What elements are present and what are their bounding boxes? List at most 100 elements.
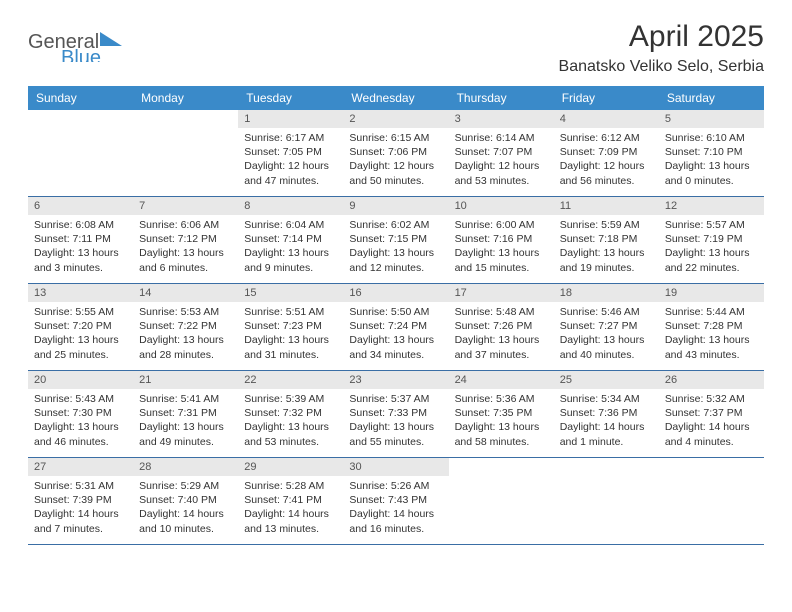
day-header-saturday: Saturday xyxy=(659,86,764,110)
sunrise-line: Sunrise: 6:12 AM xyxy=(560,131,653,145)
calendar-day-8: 8Sunrise: 6:04 AMSunset: 7:14 PMDaylight… xyxy=(238,197,343,283)
day-number: 26 xyxy=(659,371,764,389)
daylight-line: Daylight: 13 hours and 55 minutes. xyxy=(349,420,442,448)
day-number: 11 xyxy=(554,197,659,215)
calendar-day-5: 5Sunrise: 6:10 AMSunset: 7:10 PMDaylight… xyxy=(659,110,764,196)
day-info: Sunrise: 6:10 AMSunset: 7:10 PMDaylight:… xyxy=(659,128,764,194)
daylight-line: Daylight: 14 hours and 4 minutes. xyxy=(665,420,758,448)
day-info: Sunrise: 5:57 AMSunset: 7:19 PMDaylight:… xyxy=(659,215,764,281)
day-info: Sunrise: 5:41 AMSunset: 7:31 PMDaylight:… xyxy=(133,389,238,455)
daylight-line: Daylight: 13 hours and 31 minutes. xyxy=(244,333,337,361)
calendar-day-24: 24Sunrise: 5:36 AMSunset: 7:35 PMDayligh… xyxy=(449,371,554,457)
day-header-wednesday: Wednesday xyxy=(343,86,448,110)
sunset-line: Sunset: 7:18 PM xyxy=(560,232,653,246)
calendar-day-9: 9Sunrise: 6:02 AMSunset: 7:15 PMDaylight… xyxy=(343,197,448,283)
calendar-day-14: 14Sunrise: 5:53 AMSunset: 7:22 PMDayligh… xyxy=(133,284,238,370)
day-info: Sunrise: 6:02 AMSunset: 7:15 PMDaylight:… xyxy=(343,215,448,281)
daylight-line: Daylight: 13 hours and 22 minutes. xyxy=(665,246,758,274)
sunset-line: Sunset: 7:35 PM xyxy=(455,406,548,420)
sunrise-line: Sunrise: 6:10 AM xyxy=(665,131,758,145)
sunrise-line: Sunrise: 6:08 AM xyxy=(34,218,127,232)
sunrise-line: Sunrise: 5:55 AM xyxy=(34,305,127,319)
day-header-sunday: Sunday xyxy=(28,86,133,110)
daylight-line: Daylight: 14 hours and 7 minutes. xyxy=(34,507,127,535)
sunset-line: Sunset: 7:39 PM xyxy=(34,493,127,507)
daylight-line: Daylight: 14 hours and 16 minutes. xyxy=(349,507,442,535)
sunrise-line: Sunrise: 5:36 AM xyxy=(455,392,548,406)
daylight-line: Daylight: 13 hours and 25 minutes. xyxy=(34,333,127,361)
sunset-line: Sunset: 7:27 PM xyxy=(560,319,653,333)
day-number: 4 xyxy=(554,110,659,128)
day-info: Sunrise: 6:04 AMSunset: 7:14 PMDaylight:… xyxy=(238,215,343,281)
sunset-line: Sunset: 7:14 PM xyxy=(244,232,337,246)
sunrise-line: Sunrise: 6:04 AM xyxy=(244,218,337,232)
calendar-day-21: 21Sunrise: 5:41 AMSunset: 7:31 PMDayligh… xyxy=(133,371,238,457)
daylight-line: Daylight: 12 hours and 56 minutes. xyxy=(560,159,653,187)
sunset-line: Sunset: 7:19 PM xyxy=(665,232,758,246)
day-number: 7 xyxy=(133,197,238,215)
day-info: Sunrise: 5:28 AMSunset: 7:41 PMDaylight:… xyxy=(238,476,343,542)
logo-icon: General Blue xyxy=(28,26,128,62)
sunrise-line: Sunrise: 5:29 AM xyxy=(139,479,232,493)
calendar-day-10: 10Sunrise: 6:00 AMSunset: 7:16 PMDayligh… xyxy=(449,197,554,283)
calendar-week: 6Sunrise: 6:08 AMSunset: 7:11 PMDaylight… xyxy=(28,197,764,284)
calendar-day-26: 26Sunrise: 5:32 AMSunset: 7:37 PMDayligh… xyxy=(659,371,764,457)
sunset-line: Sunset: 7:15 PM xyxy=(349,232,442,246)
day-info: Sunrise: 5:32 AMSunset: 7:37 PMDaylight:… xyxy=(659,389,764,455)
sunset-line: Sunset: 7:10 PM xyxy=(665,145,758,159)
day-number: 5 xyxy=(659,110,764,128)
day-number: 12 xyxy=(659,197,764,215)
calendar-day-4: 4Sunrise: 6:12 AMSunset: 7:09 PMDaylight… xyxy=(554,110,659,196)
sunset-line: Sunset: 7:33 PM xyxy=(349,406,442,420)
day-number: 15 xyxy=(238,284,343,302)
day-info: Sunrise: 5:37 AMSunset: 7:33 PMDaylight:… xyxy=(343,389,448,455)
day-info: Sunrise: 5:53 AMSunset: 7:22 PMDaylight:… xyxy=(133,302,238,368)
header: April 2025 Banatsko Veliko Selo, Serbia xyxy=(559,20,764,76)
day-info: Sunrise: 5:26 AMSunset: 7:43 PMDaylight:… xyxy=(343,476,448,542)
sunrise-line: Sunrise: 6:06 AM xyxy=(139,218,232,232)
day-number: 6 xyxy=(28,197,133,215)
day-number: 24 xyxy=(449,371,554,389)
calendar: SundayMondayTuesdayWednesdayThursdayFrid… xyxy=(28,86,764,545)
calendar-day-19: 19Sunrise: 5:44 AMSunset: 7:28 PMDayligh… xyxy=(659,284,764,370)
calendar-day-18: 18Sunrise: 5:46 AMSunset: 7:27 PMDayligh… xyxy=(554,284,659,370)
page-title: April 2025 xyxy=(559,20,764,54)
daylight-line: Daylight: 13 hours and 3 minutes. xyxy=(34,246,127,274)
day-info: Sunrise: 5:43 AMSunset: 7:30 PMDaylight:… xyxy=(28,389,133,455)
calendar-day-16: 16Sunrise: 5:50 AMSunset: 7:24 PMDayligh… xyxy=(343,284,448,370)
calendar-week: 13Sunrise: 5:55 AMSunset: 7:20 PMDayligh… xyxy=(28,284,764,371)
day-number: 1 xyxy=(238,110,343,128)
daylight-line: Daylight: 13 hours and 9 minutes. xyxy=(244,246,337,274)
day-info: Sunrise: 6:14 AMSunset: 7:07 PMDaylight:… xyxy=(449,128,554,194)
day-header-monday: Monday xyxy=(133,86,238,110)
daylight-line: Daylight: 13 hours and 37 minutes. xyxy=(455,333,548,361)
calendar-day-13: 13Sunrise: 5:55 AMSunset: 7:20 PMDayligh… xyxy=(28,284,133,370)
sunset-line: Sunset: 7:24 PM xyxy=(349,319,442,333)
calendar-day-empty xyxy=(554,458,659,544)
day-number: 18 xyxy=(554,284,659,302)
sunset-line: Sunset: 7:05 PM xyxy=(244,145,337,159)
calendar-day-empty xyxy=(133,110,238,196)
sunset-line: Sunset: 7:37 PM xyxy=(665,406,758,420)
location-text: Banatsko Veliko Selo, Serbia xyxy=(559,58,764,76)
day-number: 13 xyxy=(28,284,133,302)
calendar-day-15: 15Sunrise: 5:51 AMSunset: 7:23 PMDayligh… xyxy=(238,284,343,370)
calendar-day-30: 30Sunrise: 5:26 AMSunset: 7:43 PMDayligh… xyxy=(343,458,448,544)
sunrise-line: Sunrise: 5:53 AM xyxy=(139,305,232,319)
daylight-line: Daylight: 13 hours and 0 minutes. xyxy=(665,159,758,187)
day-number: 14 xyxy=(133,284,238,302)
calendar-day-empty xyxy=(28,110,133,196)
sunrise-line: Sunrise: 5:31 AM xyxy=(34,479,127,493)
daylight-line: Daylight: 13 hours and 15 minutes. xyxy=(455,246,548,274)
calendar-week: 27Sunrise: 5:31 AMSunset: 7:39 PMDayligh… xyxy=(28,458,764,545)
day-number: 20 xyxy=(28,371,133,389)
day-number: 29 xyxy=(238,458,343,476)
sunset-line: Sunset: 7:36 PM xyxy=(560,406,653,420)
day-info: Sunrise: 5:50 AMSunset: 7:24 PMDaylight:… xyxy=(343,302,448,368)
daylight-line: Daylight: 13 hours and 12 minutes. xyxy=(349,246,442,274)
day-info: Sunrise: 5:29 AMSunset: 7:40 PMDaylight:… xyxy=(133,476,238,542)
sunrise-line: Sunrise: 6:14 AM xyxy=(455,131,548,145)
calendar-day-6: 6Sunrise: 6:08 AMSunset: 7:11 PMDaylight… xyxy=(28,197,133,283)
sunrise-line: Sunrise: 5:37 AM xyxy=(349,392,442,406)
day-number: 2 xyxy=(343,110,448,128)
